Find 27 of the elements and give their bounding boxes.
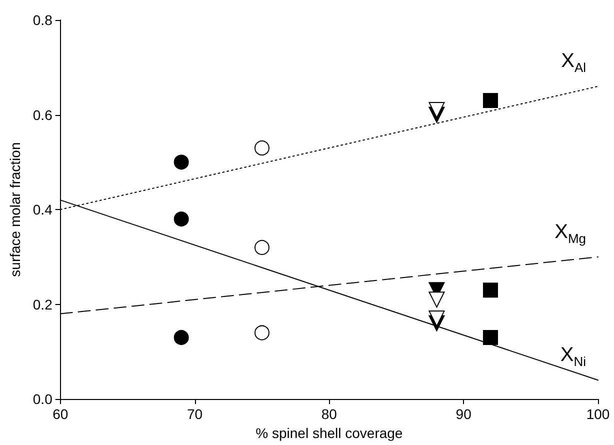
y-tick-label: 0.8: [32, 12, 53, 28]
point: [428, 310, 445, 327]
y-axis-title: surface molar fraction: [7, 142, 23, 277]
point: [482, 330, 498, 345]
x-tick-label: 60: [52, 406, 68, 422]
annotation: X$_{Ni}$: [560, 344, 586, 370]
point: [254, 325, 270, 340]
y-tick-label: 0.2: [32, 296, 53, 312]
point: [174, 212, 189, 227]
x-axis-title: % spinel shell coverage: [256, 425, 403, 441]
point: [482, 93, 498, 108]
x-tick-label: 100: [586, 406, 610, 422]
point: [482, 282, 498, 298]
point: [254, 240, 270, 255]
x-tick-label: 70: [186, 406, 203, 422]
x-tick-label: 90: [456, 406, 472, 422]
point: [174, 330, 189, 345]
point: [174, 154, 189, 170]
point: [254, 140, 270, 156]
y-tick-label: 0.0: [32, 391, 53, 408]
point: [428, 102, 445, 118]
point: [428, 292, 445, 308]
y-tick-label: 0.6: [32, 106, 53, 123]
annotation: X$_{Mg}$: [554, 220, 586, 246]
annotation: X$_{Al}$: [561, 50, 586, 76]
x-tick-label: 80: [321, 406, 338, 422]
y-tick-label: 0.4: [32, 202, 53, 218]
